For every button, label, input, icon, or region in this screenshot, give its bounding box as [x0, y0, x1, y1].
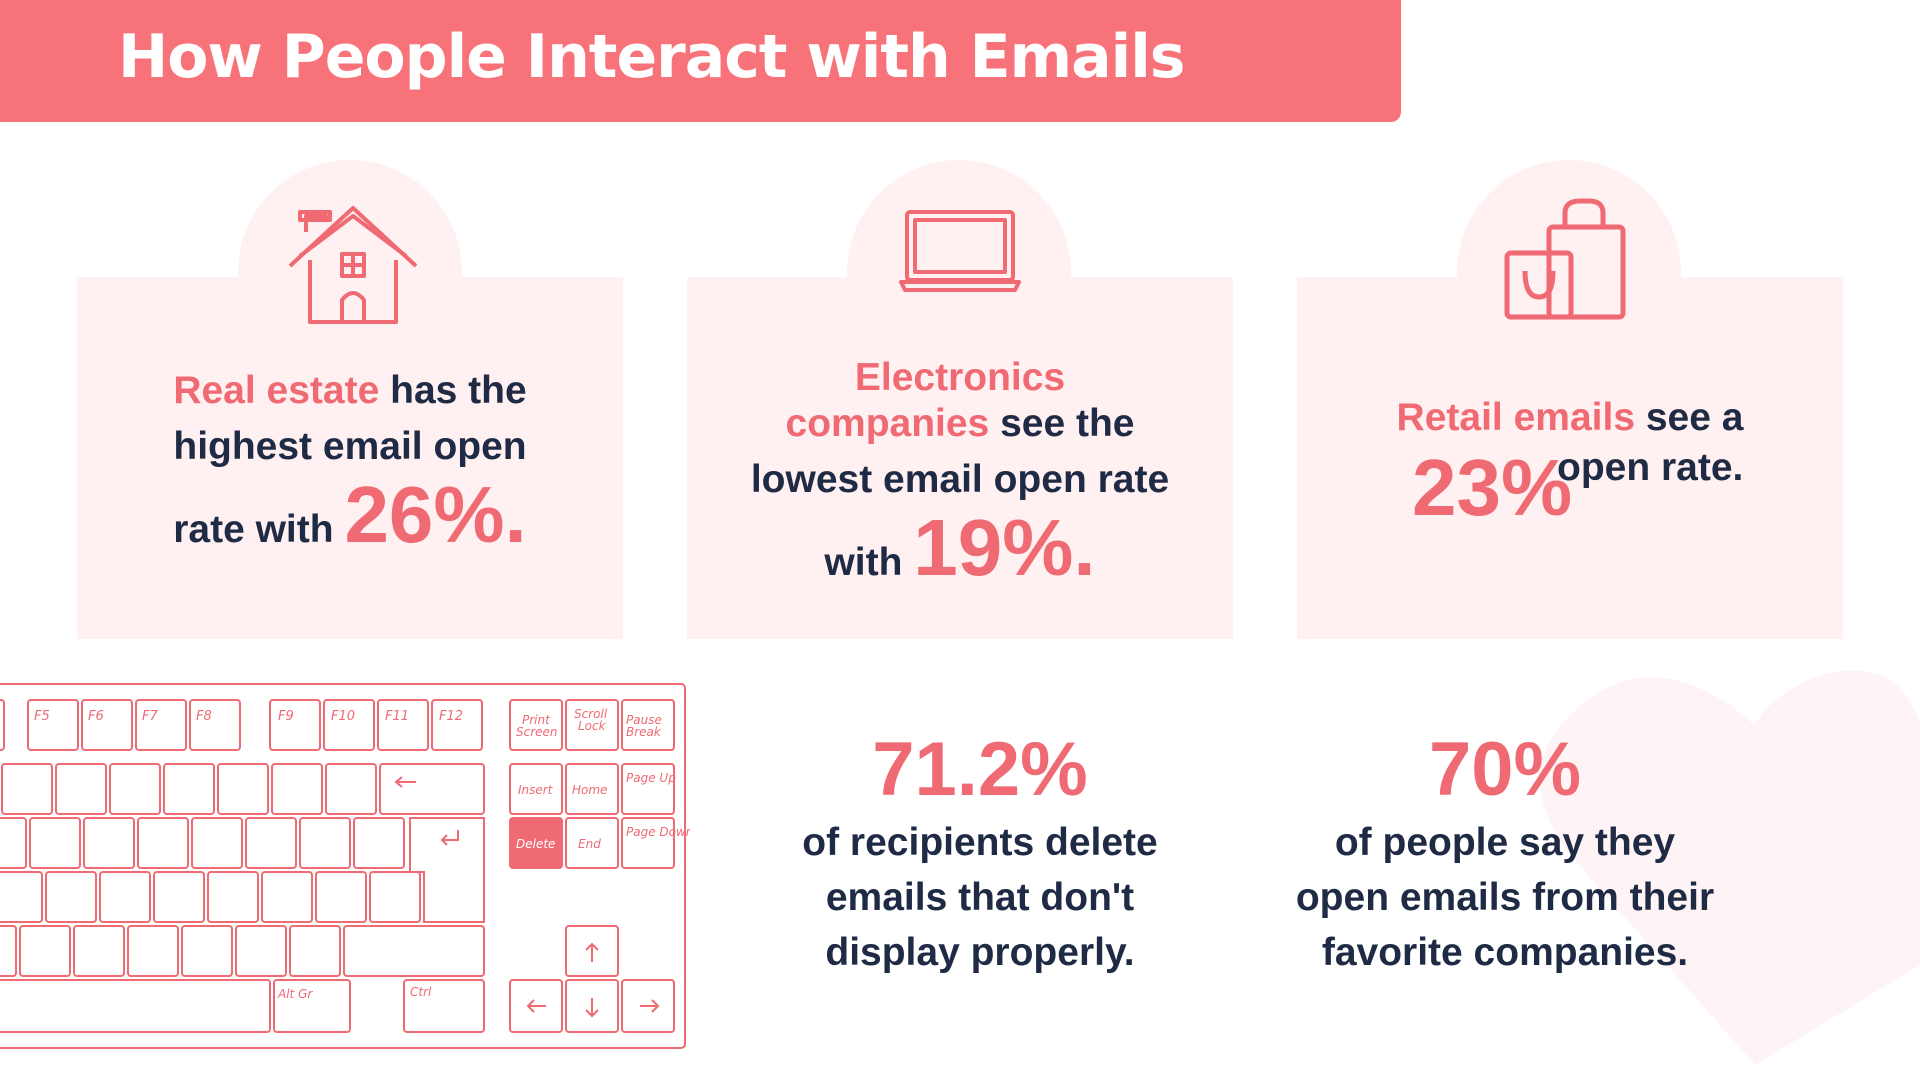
stat-card-real-estate — [77, 277, 623, 639]
kb-key-label: F10 — [331, 709, 355, 724]
card-line: lowest email open rate — [750, 458, 1170, 501]
kb-key-label: F7 — [142, 709, 158, 724]
kb-key-label: Home — [572, 783, 607, 797]
card-line: see the — [989, 402, 1135, 445]
highlight-retail: Retail emails — [1396, 396, 1636, 439]
card-text-real-estate: Real estate has the highest email open r… — [130, 363, 570, 558]
kb-key-label: F8 — [196, 709, 212, 724]
stat-delete: 71.2% of recipients delete emails that d… — [760, 725, 1200, 980]
kb-key-label: F6 — [88, 709, 104, 724]
card-line: open rate. — [1557, 446, 1744, 489]
kb-key-label: Print — [522, 713, 551, 727]
stat-favorite: 70% of people say they open emails from … — [1270, 725, 1740, 980]
value-19: 19%. — [913, 503, 1096, 592]
stat-card-electronics — [687, 277, 1233, 639]
stat-value: 71.2% — [872, 727, 1088, 812]
kb-key-label: Delete — [516, 837, 555, 851]
keyboard-illustration: F5 F6 F7 F8 F9 F10 F11 F12 Print Screen … — [0, 682, 693, 1057]
kb-key-label: Page Up — [626, 771, 676, 785]
heart-decoration — [1530, 665, 1920, 1070]
card-line: rate with — [173, 508, 334, 551]
stat-line: emails that don't — [825, 876, 1135, 919]
kb-key-label: Lock — [578, 719, 607, 733]
kb-key-label: Alt Gr — [277, 987, 313, 1001]
card-text-retail: Retail emails see a 23% open rate. — [1320, 390, 1820, 532]
kb-key-label: F11 — [385, 709, 409, 724]
laptop-icon — [899, 208, 1021, 294]
house-icon — [286, 202, 420, 328]
stat-card-retail — [1297, 277, 1843, 639]
kb-key-label: Insert — [518, 783, 554, 797]
card-line: has the — [379, 369, 527, 412]
highlight-real-estate: Real estate — [173, 369, 380, 412]
page-title: How People Interact with Emails — [118, 22, 1185, 92]
card-line: highest email open — [173, 425, 527, 468]
card-line: with — [824, 541, 903, 584]
kb-key-label: Pause — [626, 713, 662, 727]
stat-highlight: display properly. — [825, 931, 1135, 974]
stat-line: of people say they — [1334, 821, 1676, 864]
kb-key-label: Scroll — [574, 707, 608, 721]
stat-line: of recipients delete — [802, 821, 1158, 864]
keyboard-svg: F5 F6 F7 F8 F9 F10 F11 F12 Print Screen … — [0, 683, 693, 1049]
kb-key-label: Page Down — [626, 825, 690, 839]
kb-key-label: End — [578, 837, 601, 851]
kb-key-label: F12 — [439, 709, 463, 724]
kb-key-label: F5 — [34, 709, 50, 724]
stat-highlight: favorite companies. — [1321, 931, 1689, 974]
kb-key-label: F9 — [278, 709, 294, 724]
kb-key-label: Screen — [516, 725, 558, 739]
title-banner: How People Interact with Emails — [0, 0, 1401, 122]
value-23: 23% — [1412, 443, 1573, 532]
value-26: 26%. — [344, 470, 527, 559]
card-line: see a — [1635, 396, 1744, 439]
shopping-bag-icon — [1503, 197, 1627, 323]
card-text-electronics: Electronics companies see the lowest ema… — [720, 350, 1200, 591]
kb-key-label: Ctrl — [410, 985, 432, 999]
stat-value: 70% — [1428, 727, 1582, 812]
kb-key-label: Break — [626, 725, 662, 739]
stat-line: open emails from their — [1295, 876, 1715, 919]
highlight-electronics: Electronics — [854, 356, 1066, 399]
highlight-companies: companies — [785, 402, 990, 445]
